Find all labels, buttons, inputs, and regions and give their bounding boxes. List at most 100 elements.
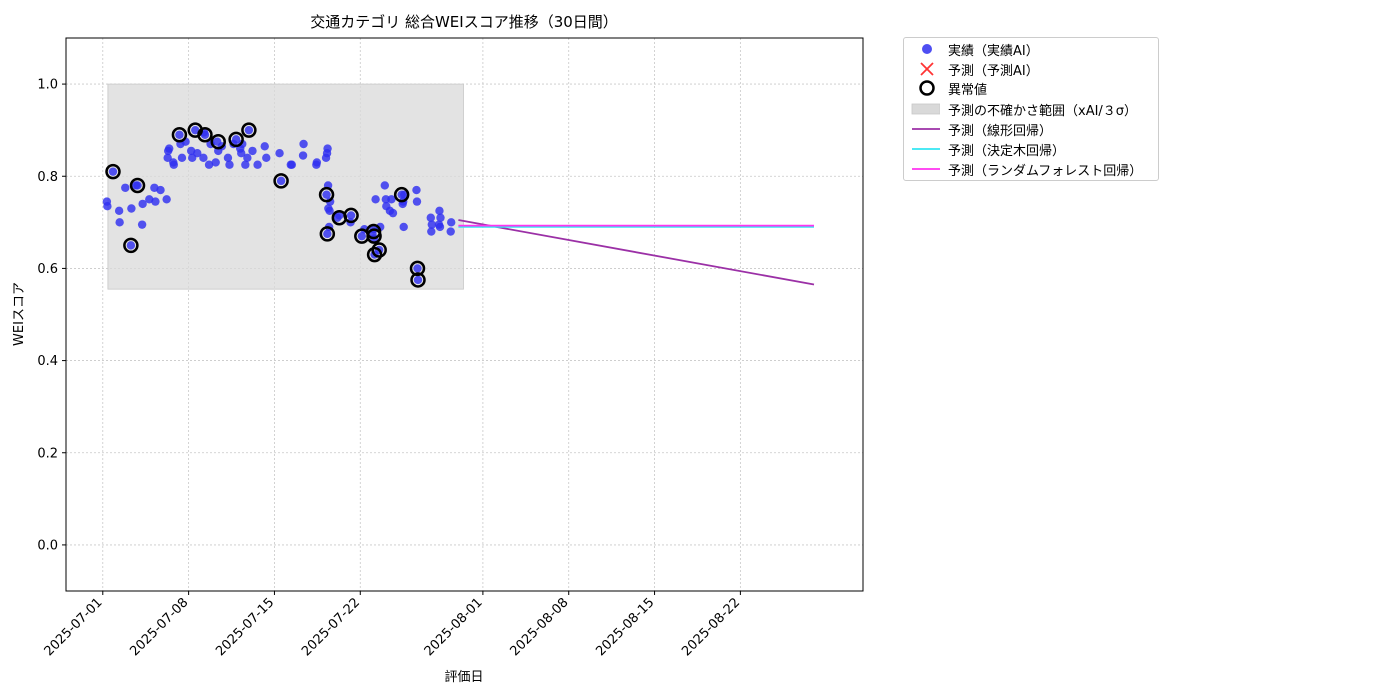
anomaly-marker [318,186,335,203]
legend-label-actual: 実績（実績AI） [948,44,1039,59]
y-tick-label: 0.6 [37,262,58,277]
data-point [322,190,331,199]
anomaly-marker [228,131,244,148]
anomaly-marker [105,163,121,180]
data-point [275,149,284,158]
x-tick-label: 2025-08-08 [508,595,572,659]
data-point [225,160,234,169]
data-point [400,190,409,199]
anomaly-marker [319,226,336,242]
legend-item-actual: 実績（実績AI） [904,39,1158,59]
data-point [388,208,398,218]
chart-title: 交通カテゴリ 総合WEIスコア推移（30日間） [310,13,618,31]
anomaly-marker [273,173,289,189]
legend-label-predicted: 予測（予測AI） [948,64,1039,79]
data-point [323,229,332,239]
forecast-line [458,219,815,286]
data-point [151,197,160,206]
x-axis-label: 評価日 [444,670,483,685]
data-point [427,227,436,236]
data-point [199,153,208,163]
anomaly-marker [371,242,387,258]
data-point [138,199,147,209]
y-tick-label: 1.0 [37,78,58,93]
data-point [237,149,246,158]
y-axis-ticks: 0.0 0.2 0.4 0.6 0.8 1.0 [37,78,66,553]
data-point [133,181,142,190]
data-point [287,160,297,169]
legend: 実績（実績AI） 予測（予測AI） 異常値 予測の不確かさ範囲（xAI/３σ） … [903,37,1159,181]
data-point [108,167,118,176]
y-tick-label: 0.2 [37,446,58,461]
data-point [298,151,308,160]
data-point [163,153,172,163]
data-point [276,176,286,186]
data-point [191,125,200,135]
legend-label-linear: 予測（線形回帰） [948,124,1053,139]
legend-item-anomaly: 異常値 [904,78,1158,98]
anomaly-marker [171,127,188,143]
y-tick-label: 0.4 [37,354,58,369]
data-point [413,275,423,285]
data-point [243,153,252,163]
anomaly-marker [129,177,146,194]
data-point [371,195,380,204]
x-tick-label: 2025-08-22 [679,595,743,659]
x-tick-label: 2025-07-15 [213,595,277,659]
data-point [127,204,136,213]
legend-line-icon [912,148,940,150]
data-point [335,211,344,220]
data-point [436,213,445,222]
data-point [121,183,130,192]
data-point [169,160,178,169]
data-point [325,206,334,216]
legend-line-icon [912,128,940,130]
data-point [114,206,124,216]
anomaly-marker [366,246,383,263]
data-point [312,158,322,167]
data-point [323,144,332,153]
legend-band-icon [911,103,940,115]
data-point [175,130,184,139]
anomaly-marker [123,237,139,254]
data-point [262,153,271,163]
legend-x-icon [920,62,934,76]
data-point [426,213,435,222]
data-point [137,220,147,229]
anomaly-marker [343,207,359,224]
x-tick-label: 2025-07-22 [299,595,363,659]
legend-label-tree: 予測（決定木回帰） [948,144,1066,159]
data-point [427,220,437,229]
data-point [346,211,356,220]
data-point [260,142,269,151]
anomaly-marker [197,127,213,143]
legend-label-forest: 予測（ランダムフォレスト回帰） [948,164,1143,179]
legend-item-predicted: 予測（予測AI） [904,59,1158,79]
data-point [248,146,257,156]
anomaly-marker [409,260,426,277]
forecast-lines-layer [458,219,815,286]
data-point [165,144,174,153]
data-point [435,206,444,216]
data-point [162,195,171,204]
data-point [200,130,210,139]
x-tick-label: 2025-08-01 [422,595,486,659]
x-tick-label: 2025-08-15 [593,595,657,659]
data-point [435,222,445,232]
data-point [299,139,308,149]
legend-item-band: 予測の不確かさ範囲（xAI/３σ） [904,99,1158,119]
data-point [223,153,233,163]
data-point [103,202,112,211]
legend-line-icon [912,168,940,170]
data-point [447,218,456,227]
legend-dot-icon [922,44,932,54]
legend-label-band: 予測の不確かさ範囲（xAI/３σ） [948,104,1138,119]
data-point [387,195,396,204]
data-point [244,125,254,135]
data-point [204,160,214,169]
data-point [412,185,421,195]
data-point [412,197,422,206]
anomaly-marker [210,133,226,150]
plot-frame [65,37,864,592]
